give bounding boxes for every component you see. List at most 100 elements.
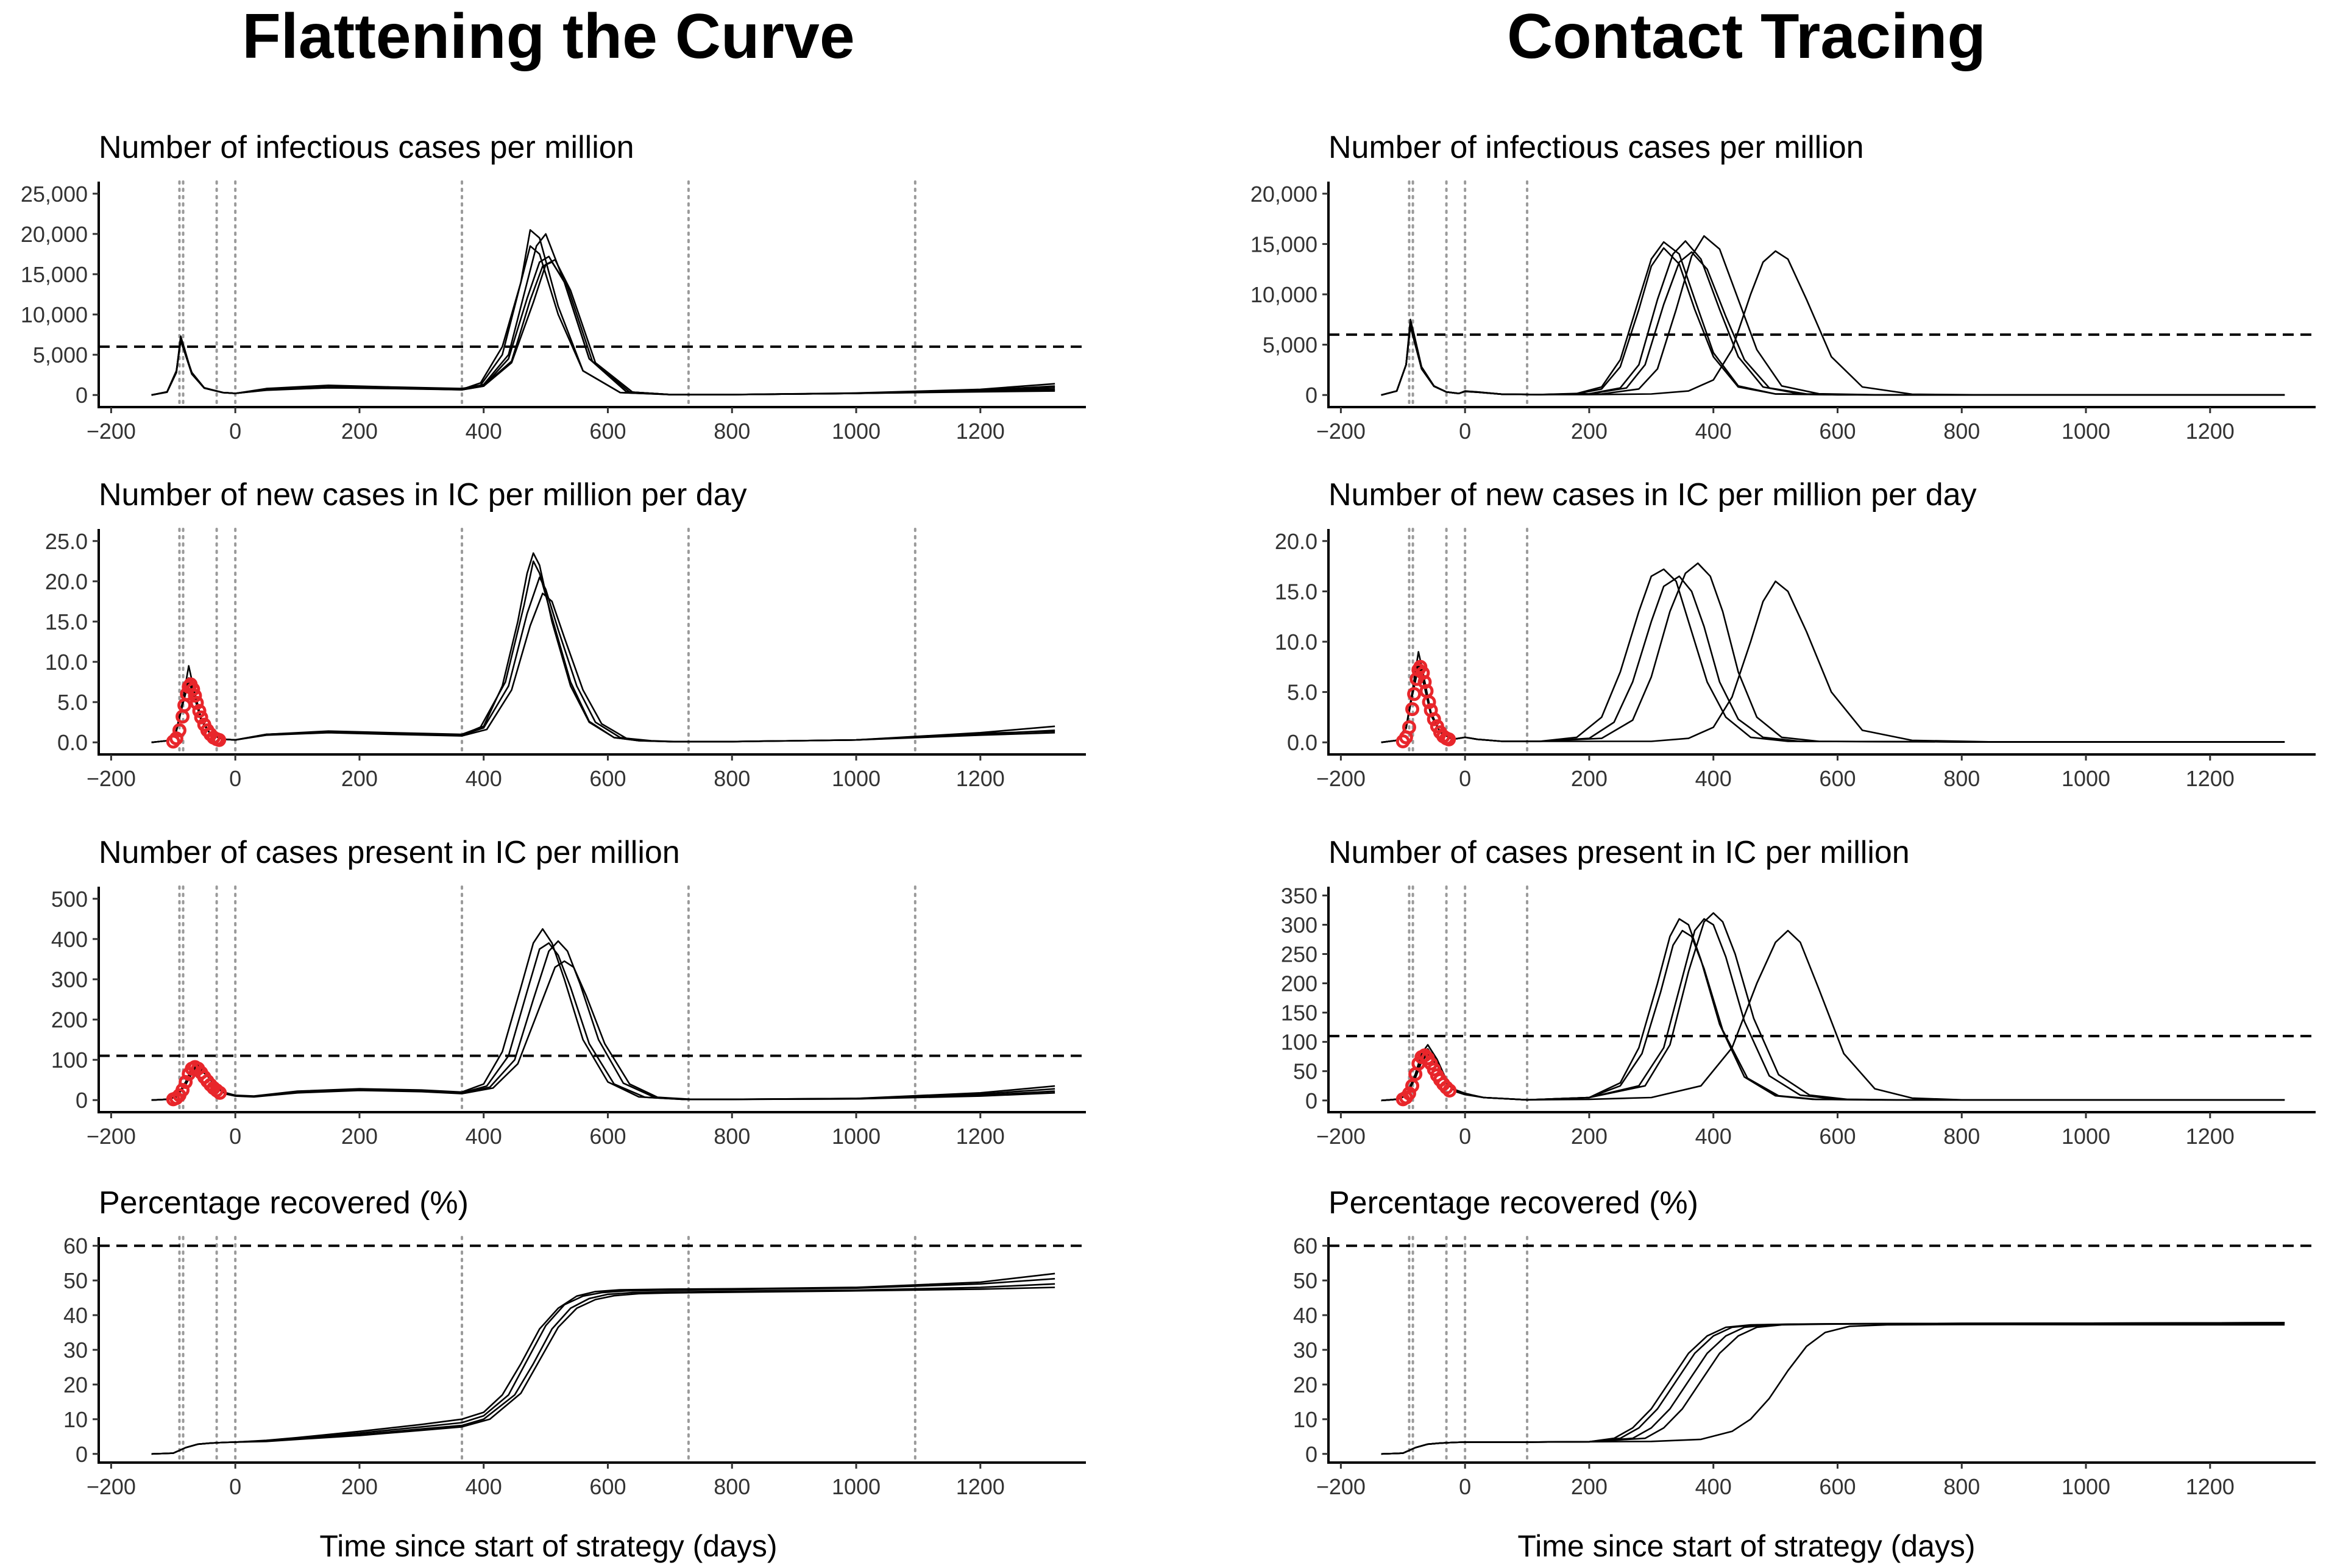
x-tick-label: 600	[589, 1474, 626, 1499]
chart-panel: 0 10 20 30 40 50 60 −200 0 200 400 600 800 1000 1200	[63, 1233, 1086, 1499]
y-tick-label: 100	[51, 1048, 88, 1073]
y-tick-label: 50	[1293, 1268, 1317, 1293]
x-tick-label: 200	[1571, 1124, 1608, 1149]
x-tick-label: 1000	[832, 419, 881, 444]
x-tick-label: 200	[1571, 419, 1608, 444]
x-tick-label: 200	[341, 766, 378, 791]
x-tick-label: 0	[1459, 1474, 1471, 1499]
y-tick-label: 0	[1305, 383, 1317, 408]
x-tick-label: 1200	[2186, 1124, 2235, 1149]
x-tick-label: 400	[1695, 419, 1732, 444]
y-tick-label: 10,000	[1250, 282, 1317, 307]
x-tick-label: 600	[1819, 1124, 1856, 1149]
y-tick-label: 15,000	[21, 262, 88, 287]
column-title-flattening: Flattening the Curve	[242, 1, 855, 72]
y-tick-label: 500	[51, 887, 88, 912]
simulation-line	[151, 261, 1055, 396]
y-tick-label: 20,000	[21, 222, 88, 247]
simulation-line	[1381, 912, 2285, 1102]
y-tick-label: 200	[1281, 971, 1317, 996]
x-tick-label: −200	[1316, 1474, 1366, 1499]
x-tick-label: 0	[229, 1124, 241, 1149]
panel-title: Number of cases present in IC per millio…	[99, 835, 680, 870]
observed-point	[188, 689, 202, 703]
simulation-line	[1381, 575, 2285, 743]
y-tick-label: 200	[51, 1007, 88, 1032]
x-tick-label: 1200	[2186, 1474, 2235, 1499]
y-tick-label: 300	[51, 967, 88, 992]
y-tick-label: 10	[63, 1407, 88, 1432]
x-tick-label: 1200	[2186, 419, 2235, 444]
simulation-line	[151, 1283, 1055, 1455]
simulation-line	[1381, 918, 2285, 1102]
y-tick-label: 350	[1281, 883, 1317, 908]
x-tick-label: 600	[589, 1124, 626, 1149]
y-tick-label: 10	[1293, 1407, 1317, 1432]
x-tick-label: 1000	[832, 1124, 881, 1149]
x-tick-label: 400	[1695, 1124, 1732, 1149]
simulation-line	[151, 928, 1055, 1101]
observed-point	[1402, 720, 1416, 734]
y-tick-label: 60	[63, 1233, 88, 1258]
y-tick-label: 0	[1305, 1442, 1317, 1467]
x-tick-label: 800	[714, 1474, 750, 1499]
x-tick-label: 800	[714, 419, 750, 444]
simulation-line	[151, 560, 1055, 743]
simulation-line	[151, 960, 1055, 1101]
x-tick-label: 1000	[2062, 419, 2110, 444]
y-tick-label: 400	[51, 927, 88, 952]
panel-title: Percentage recovered (%)	[1328, 1185, 1698, 1221]
x-tick-label: 1200	[2186, 766, 2235, 791]
simulation-line	[1381, 250, 2285, 396]
observed-point	[1427, 712, 1441, 726]
simulation-line	[151, 940, 1055, 1101]
x-tick-label: 1000	[832, 766, 881, 791]
panel-title: Percentage recovered (%)	[99, 1185, 469, 1221]
x-tick-label: 0	[1459, 766, 1471, 791]
simulation-line	[1381, 1322, 2285, 1455]
simulation-line	[151, 255, 1055, 396]
x-tick-label: 1000	[2062, 1124, 2110, 1149]
simulation-line	[151, 1278, 1055, 1455]
y-tick-label: 0	[76, 383, 88, 408]
y-tick-label: 20,000	[1250, 182, 1317, 207]
x-tick-label: 400	[466, 766, 502, 791]
y-tick-label: 30	[63, 1338, 88, 1363]
simulation-line	[151, 1272, 1055, 1455]
x-tick-label: 1200	[956, 419, 1005, 444]
x-tick-label: 1000	[2062, 1474, 2110, 1499]
chart-panel: 0 5,000 10,000 15,000 20,000 25,000 −200 0 200 40…	[21, 180, 1086, 444]
observed-point	[1442, 732, 1456, 747]
y-tick-label: 15,000	[1250, 232, 1317, 257]
y-tick-label: 40	[1293, 1303, 1317, 1328]
simulation-line	[1381, 562, 2285, 743]
observed-point	[190, 695, 204, 710]
y-tick-label: 5,000	[1263, 333, 1317, 358]
simulation-line	[1381, 240, 2285, 396]
observed-point	[186, 682, 200, 697]
x-tick-label: 0	[1459, 1124, 1471, 1149]
observed-point	[1407, 687, 1422, 701]
y-tick-label: 20.0	[1275, 529, 1317, 554]
x-tick-label: 400	[466, 419, 502, 444]
simulation-line	[1381, 929, 2285, 1102]
chart-panel: 0.0 5.0 10.0 15.0 20.0 −200 0 200 400 600 800 1000 1…	[1275, 528, 2316, 791]
x-tick-label: −200	[87, 419, 136, 444]
y-tick-label: 0	[1305, 1088, 1317, 1113]
x-tick-label: 400	[466, 1124, 502, 1149]
y-tick-label: 20	[63, 1372, 88, 1397]
x-tick-label: 1200	[956, 1474, 1005, 1499]
y-tick-label: 300	[1281, 912, 1317, 937]
x-tick-label: 0	[229, 766, 241, 791]
x-axis-label-right: Time since start of strategy (days)	[1517, 1529, 1976, 1563]
x-tick-label: 0	[229, 419, 241, 444]
x-tick-label: 800	[1943, 766, 1980, 791]
y-tick-label: 25.0	[45, 529, 88, 554]
chart-panel: 0 100 200 300 400 500 −200 0 200 400 600 800 1000 120…	[51, 885, 1086, 1149]
x-tick-label: 200	[1571, 1474, 1608, 1499]
simulation-line	[1381, 568, 2285, 743]
x-tick-label: 800	[1943, 1474, 1980, 1499]
y-tick-label: 0	[76, 1088, 88, 1113]
simulation-line	[1381, 1322, 2285, 1455]
x-tick-label: 0	[1459, 419, 1471, 444]
